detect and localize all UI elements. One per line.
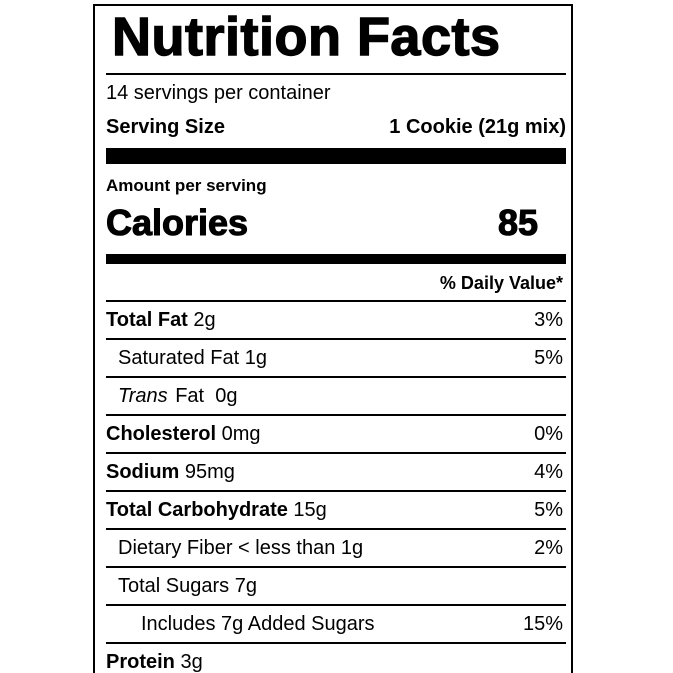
calories-value: 85 [497,202,538,243]
serving-size-label: Serving Size [106,116,225,138]
nutrient-name: Total Sugars 7g [118,574,257,597]
serving-size-value: 1 Cookie (21g mix) [389,116,566,138]
servings-per-container: 14 servings per container [106,82,331,104]
nutrient-row: Includes 7g Added Sugars 15% [106,606,566,644]
nutrient-row: Protein 3g [106,644,566,673]
serving-size-row: Serving Size 1 Cookie (21g mix) [106,114,566,140]
nutrient-row: Saturated Fat 1g 5% [106,340,566,378]
thick-divider-bar [106,148,566,164]
title-divider [106,73,566,75]
nutrient-dv: 0% [534,422,563,445]
nutrient-name: Sodium 95mg [106,460,235,483]
calories-row: Calories 85 [105,202,566,243]
nutrient-name: Includes 7g Added Sugars [141,612,375,635]
nutrient-name: Trans Fat 0g [118,384,238,407]
amount-per-serving: Amount per serving [106,176,267,195]
nutrient-row: Trans Fat 0g [106,378,566,416]
nutrient-name: Cholesterol 0mg [106,422,261,445]
nutrient-dv: 5% [534,346,563,369]
nutrient-row: Total Carbohydrate 15g 5% [106,492,566,530]
nutrient-row: Total Fat 2g 3% [106,302,566,340]
calories-label: Calories [105,202,249,243]
nutrient-row: Total Sugars 7g [106,568,566,606]
nutrient-name: Total Carbohydrate 15g [106,498,327,521]
label-title: Nutrition Facts [111,7,501,67]
nutrient-dv: 4% [534,460,563,483]
nutrient-dv: 15% [522,612,563,635]
nutrient-name: Total Fat 2g [106,308,216,331]
nutrient-name: Dietary Fiber < less than 1g [118,536,364,559]
nutrient-row: Sodium 95mg 4% [106,454,566,492]
nutrient-name: Protein 3g [106,650,203,673]
nutrient-row: Cholesterol 0mg 0% [106,416,566,454]
medium-divider-bar [106,254,566,264]
nutrition-label: Nutrition Facts 14 servings per containe… [93,4,573,673]
nutrient-name: Saturated Fat 1g [118,346,267,369]
nutrient-row: Dietary Fiber < less than 1g 2% [106,530,566,568]
nutrient-dv: 3% [534,308,563,331]
nutrient-dv: 5% [534,498,563,521]
daily-value-header: % Daily Value* [439,273,563,293]
nutrient-rows: Total Fat 2g 3% Saturated Fat 1g 5% Trans Fa… [106,300,566,673]
nutrient-dv: 2% [534,536,563,559]
